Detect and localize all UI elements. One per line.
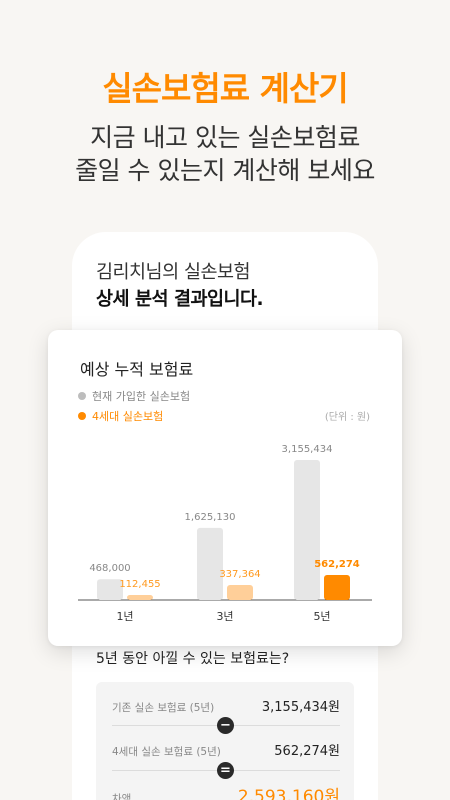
greeting-line2: 상세 분석 결과입니다. [96, 289, 264, 310]
data-label-new-2: 337,364 [219, 569, 260, 580]
bar-current-2 [197, 527, 223, 600]
row-new-value: 562,274원 [274, 744, 340, 759]
data-label-current-3: 3,155,434 [282, 444, 333, 455]
legend-item-current: 현재 가입한 실손보험 [78, 388, 190, 404]
row-difference-label: 차액 [112, 793, 132, 800]
legend-dot-orange [78, 412, 86, 420]
bar-new-3 [324, 575, 350, 600]
x-tick-label-3: 5년 [313, 610, 330, 623]
data-label-new-3: 562,274 [314, 559, 360, 570]
hero-title: 실손보험료 계산기 [102, 69, 348, 108]
unit-label: (단위 : 원) [324, 412, 370, 423]
row-new: 4세대 실손 보험료 (5년) 562,274원 [112, 740, 340, 759]
row-existing-label: 기존 실손 보험료 (5년) [112, 702, 215, 714]
legend-dot-gray [78, 392, 86, 400]
bar-new-2 [227, 585, 253, 600]
greeting-line1: 김리치님의 실손보험 [96, 262, 251, 283]
row-difference-value: 2,593,160원 [237, 787, 340, 800]
row-existing: 기존 실손 보험료 (5년) 3,155,434원 [112, 696, 340, 715]
x-tick-label-1: 1년 [116, 610, 133, 623]
bar-new-1 [127, 595, 153, 600]
minus-icon: − [217, 717, 234, 734]
chart-title: 예상 누적 보험료 [80, 360, 194, 379]
equals-icon: = [217, 762, 234, 779]
data-label-current-1: 468,000 [89, 563, 130, 574]
bar-chart: 468,000 112,455 1년 1,625,130 337,364 3년 3,155,… [78, 444, 372, 623]
hero-subtitle-line1: 지금 내고 있는 실손보험료 [90, 123, 360, 152]
savings-calculation: 기존 실손 보험료 (5년) 3,155,434원 − 4세대 실손 보험료 (… [96, 682, 354, 800]
bar-current-1 [97, 579, 123, 600]
data-label-new-1: 112,455 [119, 579, 160, 590]
legend-item-new: 4세대 실손보험 [78, 408, 163, 424]
bar-current-3 [294, 460, 320, 600]
x-tick-label-2: 3년 [216, 610, 233, 623]
row-existing-value: 3,155,434원 [261, 700, 340, 715]
chart-card: 예상 누적 보험료 현재 가입한 실손보험 4세대 실손보험 (단위 : 원) … [48, 330, 402, 646]
row-new-label: 4세대 실손 보험료 (5년) [112, 746, 221, 758]
savings-question: 5년 동안 아낄 수 있는 보험료는? [96, 651, 290, 667]
hero-subtitle-line2: 줄일 수 있는지 계산해 보세요 [75, 156, 375, 185]
legend-label-new: 4세대 실손보험 [92, 410, 164, 423]
data-label-current-2: 1,625,130 [185, 512, 236, 523]
row-difference: 차액 2,593,160원 [112, 782, 340, 800]
legend-label-current: 현재 가입한 실손보험 [92, 390, 191, 403]
